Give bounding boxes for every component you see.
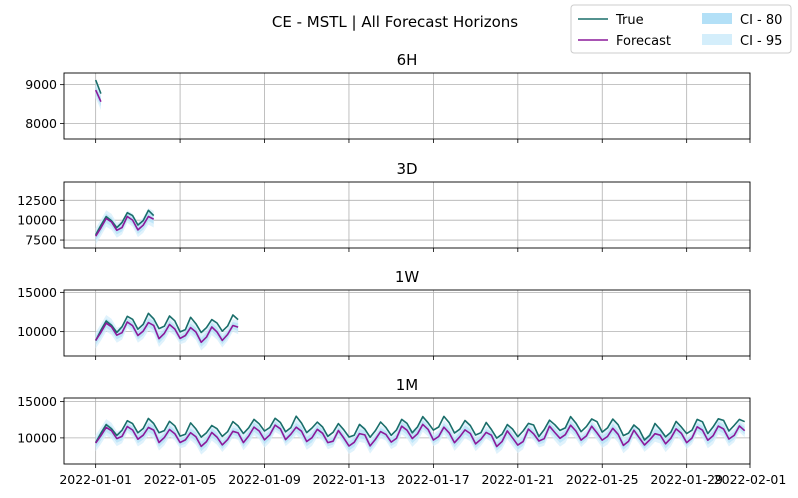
legend-forecast-label: Forecast <box>616 34 671 49</box>
legend-ci95-label: CI - 95 <box>740 34 782 49</box>
x-tick-label: 2022-01-01 <box>59 472 132 487</box>
y-tick-label: 7500 <box>25 233 57 248</box>
forecast-series-line <box>94 89 102 103</box>
subplot-title: 1M <box>396 376 419 394</box>
subplot-2: 10000 15000 1W <box>17 268 751 360</box>
x-axis: 2022-01-01 2022-01-05 2022-01-09 2022-01-13… <box>59 472 786 487</box>
y-tick-label: 8000 <box>25 116 57 131</box>
subplot-1: 7500 10000 12500 3D <box>17 160 751 252</box>
chart-title: CE - MSTL | All Forecast Horizons <box>272 13 518 31</box>
y-tick-label: 10000 <box>17 213 57 228</box>
ci-80-band <box>95 420 745 451</box>
legend: True CI - 80 Forecast CI - 95 <box>570 4 792 54</box>
x-tick-label: 2022-01-29 <box>650 472 723 487</box>
y-tick-label: 10000 <box>17 324 57 339</box>
y-tick-label: 12500 <box>17 193 57 208</box>
grid <box>64 290 751 356</box>
axes-frame <box>63 397 751 465</box>
subplot-0: 8000 9000 6H <box>25 51 751 143</box>
axes-frame <box>63 181 751 249</box>
legend-ci80-label: CI - 80 <box>740 13 782 28</box>
forecast-series-line <box>95 215 155 237</box>
x-tick-label: 2022-01-13 <box>313 472 386 487</box>
true-series-line <box>94 79 102 94</box>
axes-frame <box>63 289 751 357</box>
legend-ci80-swatch <box>702 13 732 24</box>
x-tick-label: 2022-02-01 <box>714 472 787 487</box>
x-tick-label: 2022-01-25 <box>566 472 639 487</box>
forecast-series-line <box>95 321 239 344</box>
y-tick-label: 10000 <box>17 430 57 445</box>
x-tick-label: 2022-01-21 <box>481 472 554 487</box>
x-tick-label: 2022-01-09 <box>228 472 301 487</box>
subplot-3: 10000 15000 1M <box>17 376 751 468</box>
subplot-title: 3D <box>396 160 417 178</box>
grid <box>64 73 751 139</box>
legend-true-label: True <box>615 13 644 28</box>
true-series-line <box>94 312 239 341</box>
y-tick-label: 15000 <box>17 285 57 300</box>
grid <box>64 182 751 248</box>
y-tick-label: 9000 <box>25 77 57 92</box>
subplots: 800090006H750010000125003D10000150001W10… <box>17 51 751 468</box>
subplot-title: 6H <box>397 51 418 69</box>
axes-frame <box>63 72 751 140</box>
forecast-series-line <box>95 423 746 448</box>
true-series-line <box>94 415 746 443</box>
true-series-line <box>94 209 155 236</box>
y-tick-label: 15000 <box>17 394 57 409</box>
legend-ci95-swatch <box>702 34 732 45</box>
x-tick-label: 2022-01-05 <box>144 472 217 487</box>
legend-frame <box>570 4 792 54</box>
x-tick-label: 2022-01-17 <box>397 472 470 487</box>
subplot-title: 1W <box>395 268 420 286</box>
